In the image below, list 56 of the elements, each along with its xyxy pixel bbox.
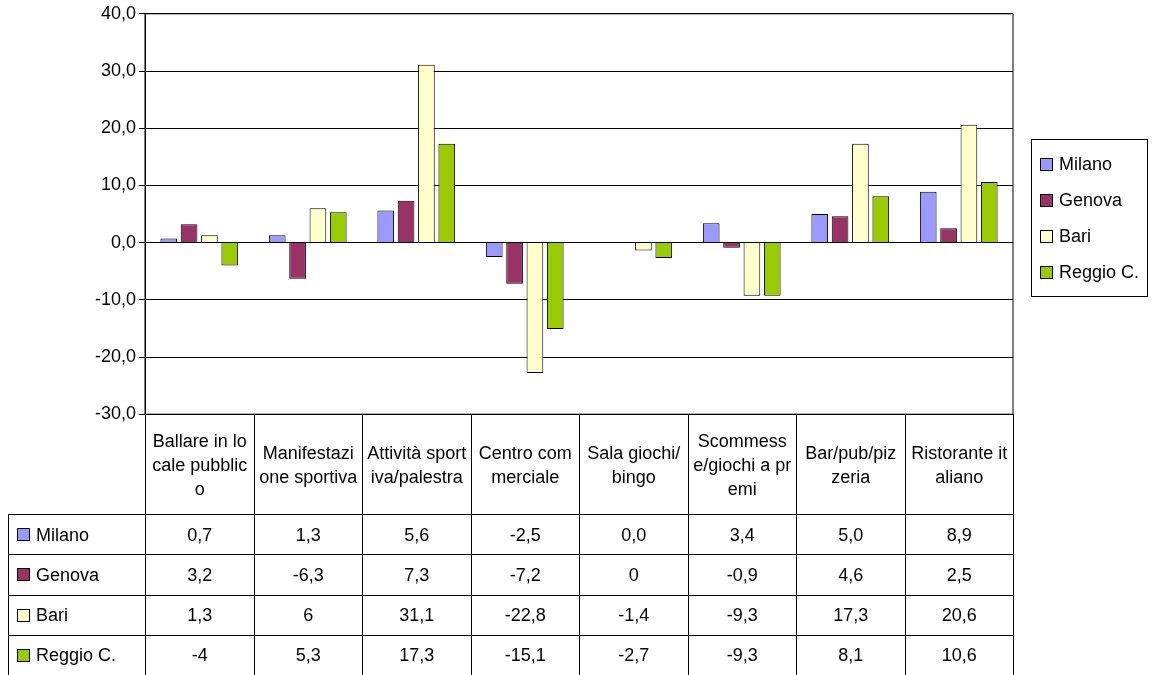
data-label: 0 <box>579 554 689 596</box>
data-label: 5,0 <box>796 514 906 556</box>
text: Genova <box>36 564 100 585</box>
data-label: 17,3 <box>796 594 906 636</box>
data-label: 20,6 <box>904 594 1014 636</box>
data-label: 17,3 <box>362 634 472 675</box>
data-label: -2,5 <box>470 514 580 556</box>
legend-label: Milano <box>1058 152 1114 176</box>
data-label: 0,0 <box>579 514 689 556</box>
y-tick-label: -20,0 <box>94 345 136 366</box>
x-tick-label: Sala giochi/bingo <box>579 414 689 516</box>
y-tick-label: 20,0 <box>100 117 136 138</box>
x-tick-label: Ballare in locale pubblico <box>145 414 255 516</box>
data-label: 8,9 <box>904 514 1014 556</box>
text: Bari <box>36 605 69 626</box>
y-tick-label: -30,0 <box>94 403 136 424</box>
legend-label: Bari <box>1058 224 1092 248</box>
data-label: -7,2 <box>470 554 580 596</box>
x-tick-label: Manifestazione sportiva <box>253 414 363 516</box>
x-tick-label: Scommesse/giochi a premi <box>687 414 797 516</box>
data-label: 8,1 <box>796 634 906 675</box>
data-label: -4 <box>145 634 255 675</box>
x-tick-label: Attività sportiva/palestra <box>362 414 472 516</box>
data-label: 3,4 <box>687 514 797 556</box>
x-tick-label: Bar/pub/pizzeria <box>796 414 906 516</box>
text: Milano <box>36 524 90 545</box>
data-label: -0,9 <box>687 554 797 596</box>
data-label: -9,3 <box>687 594 797 636</box>
data-label: 1,3 <box>253 514 363 556</box>
data-label: 5,3 <box>253 634 363 675</box>
data-label: 0,7 <box>145 514 255 556</box>
y-tick-label: 10,0 <box>100 174 136 195</box>
data-label: -2,7 <box>579 634 689 675</box>
text: Reggio C. <box>36 645 117 666</box>
legend-label: Genova <box>1058 188 1124 212</box>
data-label: 10,6 <box>904 634 1014 675</box>
y-tick-label: 40,0 <box>100 2 136 23</box>
legend-label: Reggio C. <box>1058 260 1140 284</box>
data-label: -22,8 <box>470 594 580 636</box>
data-label: 31,1 <box>362 594 472 636</box>
data-label: -15,1 <box>470 634 580 675</box>
x-tick-label: Ristorante italiano <box>904 414 1014 516</box>
data-label: 1,3 <box>145 594 255 636</box>
y-tick-label: -10,0 <box>94 288 136 309</box>
data-label: -9,3 <box>687 634 797 675</box>
data-label: -6,3 <box>253 554 363 596</box>
data-label: 5,6 <box>362 514 472 556</box>
y-tick-label: 30,0 <box>100 59 136 80</box>
data-label: -1,4 <box>579 594 689 636</box>
data-label: 3,2 <box>145 554 255 596</box>
data-label: 2,5 <box>904 554 1014 596</box>
data-label: 6 <box>253 594 363 636</box>
data-label: 4,6 <box>796 554 906 596</box>
x-tick-label: Centro commerciale <box>470 414 580 516</box>
y-tick-label: 0,0 <box>110 231 136 252</box>
data-label: 7,3 <box>362 554 472 596</box>
